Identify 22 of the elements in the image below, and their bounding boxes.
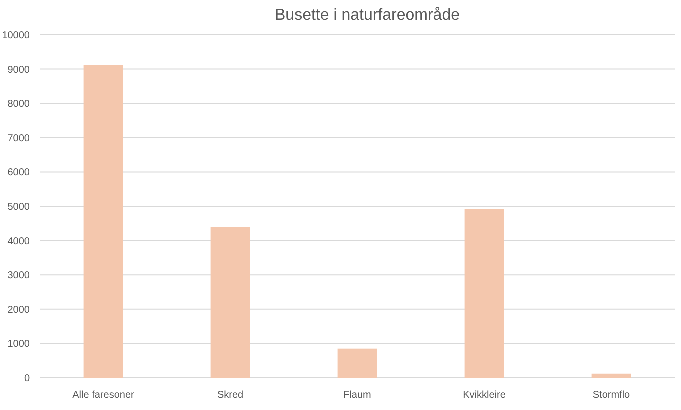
- bar: [592, 374, 632, 378]
- y-tick-label: 6000: [8, 168, 30, 179]
- chart-title: Busette i naturfareområde: [275, 7, 460, 24]
- y-tick-label: 10000: [2, 30, 30, 42]
- bar: [464, 209, 504, 378]
- y-tick-label: 2000: [8, 304, 30, 316]
- x-tick-label: Alle faresoner: [72, 390, 136, 401]
- y-tick-label: 8000: [8, 99, 30, 110]
- y-tick-label: 3000: [8, 270, 30, 282]
- bar: [210, 227, 250, 378]
- x-tick-label: Kvikkleire: [463, 390, 506, 401]
- y-tick-label: 0: [24, 374, 30, 384]
- y-tick-label: 1000: [8, 339, 30, 350]
- bar: [338, 348, 378, 378]
- x-tick-label: Stormflo: [592, 390, 631, 401]
- x-tick-label: Skred: [217, 390, 244, 401]
- y-tick-label: 7000: [8, 133, 30, 144]
- x-tick-label: Flaum: [344, 390, 372, 401]
- y-tick-label: 4000: [8, 236, 30, 248]
- y-tick-label: 9000: [8, 64, 30, 76]
- bar: [84, 65, 124, 378]
- y-tick-label: 5000: [8, 202, 30, 213]
